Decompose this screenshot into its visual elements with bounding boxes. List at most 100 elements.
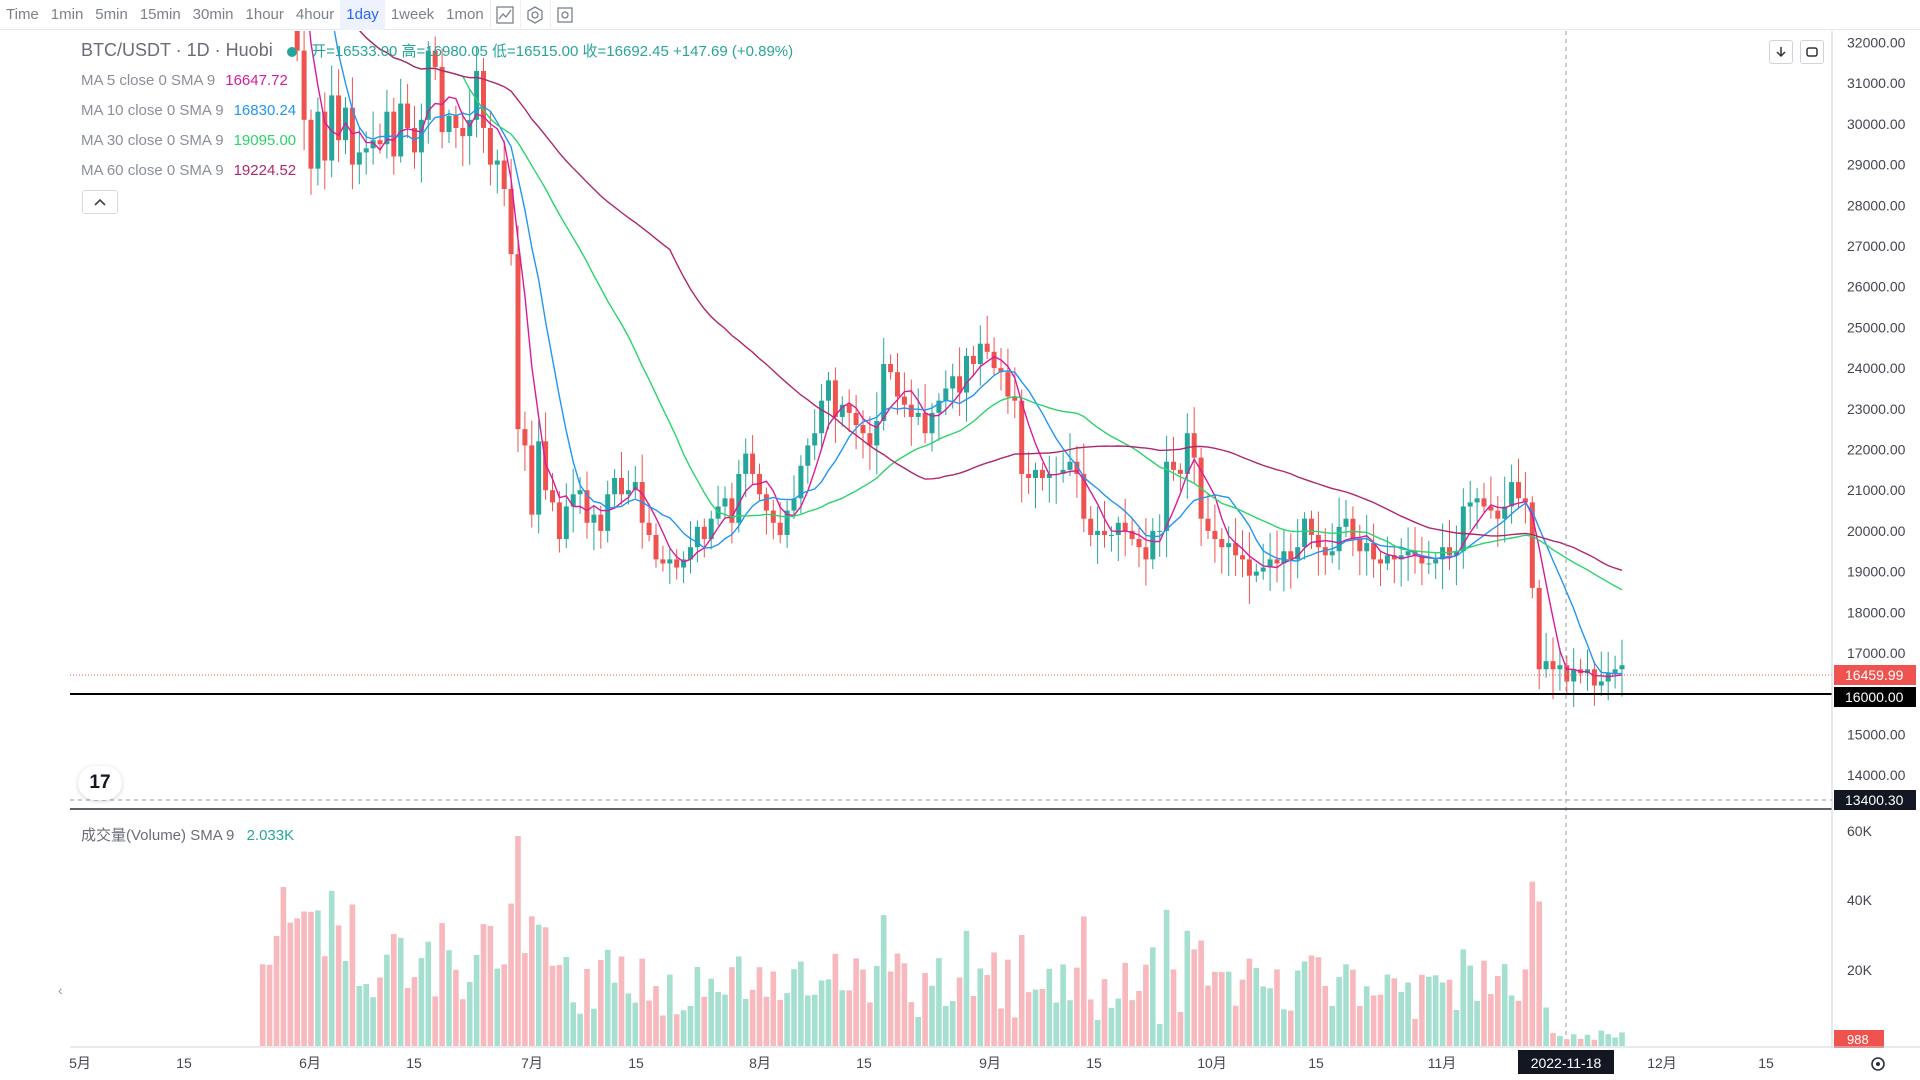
ma-value: 16647.72 xyxy=(225,72,288,89)
volume-bar xyxy=(749,989,756,1046)
price-tick-label: 21000.00 xyxy=(1847,482,1906,498)
candle-body xyxy=(377,140,383,145)
candle-body xyxy=(294,31,300,51)
candle-body xyxy=(770,510,776,523)
candle-body xyxy=(1122,522,1128,531)
screenshot-button[interactable] xyxy=(549,0,580,30)
volume-bar xyxy=(673,1014,680,1046)
scroll-to-latest-button[interactable] xyxy=(1769,40,1793,64)
timeframe-1min[interactable]: 1min xyxy=(50,5,84,23)
candle-body xyxy=(556,502,562,540)
volume-bar xyxy=(425,941,432,1046)
volume-bar xyxy=(1557,1035,1563,1046)
volume-bar xyxy=(259,964,266,1046)
gear-center xyxy=(1876,1062,1880,1066)
candle-body xyxy=(1447,547,1452,556)
candle-body xyxy=(991,351,997,369)
candle-body xyxy=(349,107,355,165)
volume-bar xyxy=(1405,982,1411,1046)
volume-bar xyxy=(1391,978,1398,1046)
ma-value: 19095.00 xyxy=(233,132,297,149)
time-tick-label: 12月 xyxy=(1647,1055,1677,1071)
price-tick-label: 14000.00 xyxy=(1847,767,1906,783)
candle-body xyxy=(591,514,597,523)
timeframe-1day[interactable]: 1day xyxy=(340,0,385,30)
candle-body xyxy=(1253,571,1259,576)
candle-body xyxy=(1350,518,1356,540)
candle-body xyxy=(1157,530,1163,532)
indicator-button[interactable] xyxy=(489,0,520,30)
volume-bar xyxy=(1060,964,1066,1046)
candle-body xyxy=(1136,539,1142,548)
price-tick-label: 28000.00 xyxy=(1847,197,1906,213)
chart-background xyxy=(0,31,1920,1080)
volume-bar xyxy=(1184,930,1191,1046)
volume-bar xyxy=(335,925,342,1046)
volume-bar xyxy=(1294,970,1301,1046)
timeframe-time[interactable]: Time xyxy=(6,5,39,23)
volume-bar xyxy=(480,924,487,1046)
candle-body xyxy=(694,526,700,548)
candle-body xyxy=(1336,526,1342,552)
volume-bar xyxy=(915,1016,921,1046)
candle-body xyxy=(819,400,825,434)
timeframe-1week[interactable]: 1week xyxy=(390,5,435,23)
ma-legend-0[interactable]: MA 5 close 0 SMA 9 16647.72 xyxy=(81,72,288,89)
candle-body xyxy=(977,343,983,365)
volume-bar xyxy=(880,915,887,1046)
candle-body xyxy=(1060,469,1066,474)
volume-bar xyxy=(363,984,369,1046)
volume-bar xyxy=(929,985,935,1046)
volume-bar xyxy=(943,1005,949,1046)
candle-body xyxy=(929,412,935,434)
candle-body xyxy=(329,95,335,161)
volume-bar xyxy=(404,987,411,1046)
axis-settings-icon[interactable] xyxy=(1871,1057,1885,1071)
last-price-tag-bg xyxy=(1834,664,1916,685)
fullscreen-button[interactable] xyxy=(1800,40,1824,64)
volume-bar xyxy=(625,993,632,1046)
candle-body xyxy=(984,343,990,352)
candle-body xyxy=(1219,539,1225,548)
volume-bar xyxy=(418,958,425,1046)
volume-tick-label: 20K xyxy=(1847,962,1873,978)
collapse-legend-button[interactable] xyxy=(82,190,118,214)
volume-bar xyxy=(949,1001,956,1046)
volume-bar xyxy=(1087,999,1094,1046)
volume-bar xyxy=(1467,965,1473,1046)
volume-group xyxy=(259,836,1625,1046)
timeframe-1mon[interactable]: 1mon xyxy=(446,5,484,23)
volume-bar xyxy=(687,1005,694,1046)
tradingview-logo[interactable]: 17 xyxy=(78,766,122,800)
volume-bar xyxy=(1136,990,1142,1046)
volume-bar xyxy=(432,996,438,1046)
timeframe-30min[interactable]: 30min xyxy=(192,5,234,23)
cursor-date-bg xyxy=(1518,1050,1614,1074)
volume-bar xyxy=(1591,1039,1598,1046)
timeframe-4hour[interactable]: 4hour xyxy=(295,5,335,23)
timeframe-15min[interactable]: 15min xyxy=(139,5,181,23)
volume-label: 成交量(Volume) SMA 9 xyxy=(81,827,235,844)
candle-body xyxy=(1150,530,1156,560)
support-line-tag-bg xyxy=(1834,687,1916,707)
volume-bar xyxy=(1564,1039,1570,1046)
timeframe-1hour[interactable]: 1hour xyxy=(245,5,284,23)
ma-legend-2[interactable]: MA 30 close 0 SMA 9 19095.00 xyxy=(81,132,296,149)
timeframe-5min[interactable]: 5min xyxy=(95,5,128,23)
ma-legend-3[interactable]: MA 60 close 0 SMA 9 19224.52 xyxy=(81,162,296,179)
settings-button[interactable] xyxy=(519,0,550,30)
candle-body xyxy=(646,522,652,535)
volume-bar xyxy=(1129,1000,1135,1046)
ma-legend-1[interactable]: MA 10 close 0 SMA 9 16830.24 xyxy=(81,102,296,119)
candle-body xyxy=(1502,506,1508,519)
candle-body xyxy=(1074,461,1080,474)
time-tick-label: 15 xyxy=(856,1055,872,1071)
volume-bar xyxy=(391,934,397,1046)
candle-body xyxy=(1143,547,1149,560)
symbol-title[interactable]: BTC/USDT · 1D · Huobi xyxy=(81,40,273,60)
candle-body xyxy=(736,473,742,523)
candle-body xyxy=(1467,502,1473,507)
volume-bar xyxy=(1377,994,1384,1046)
volume-bar xyxy=(860,969,866,1046)
